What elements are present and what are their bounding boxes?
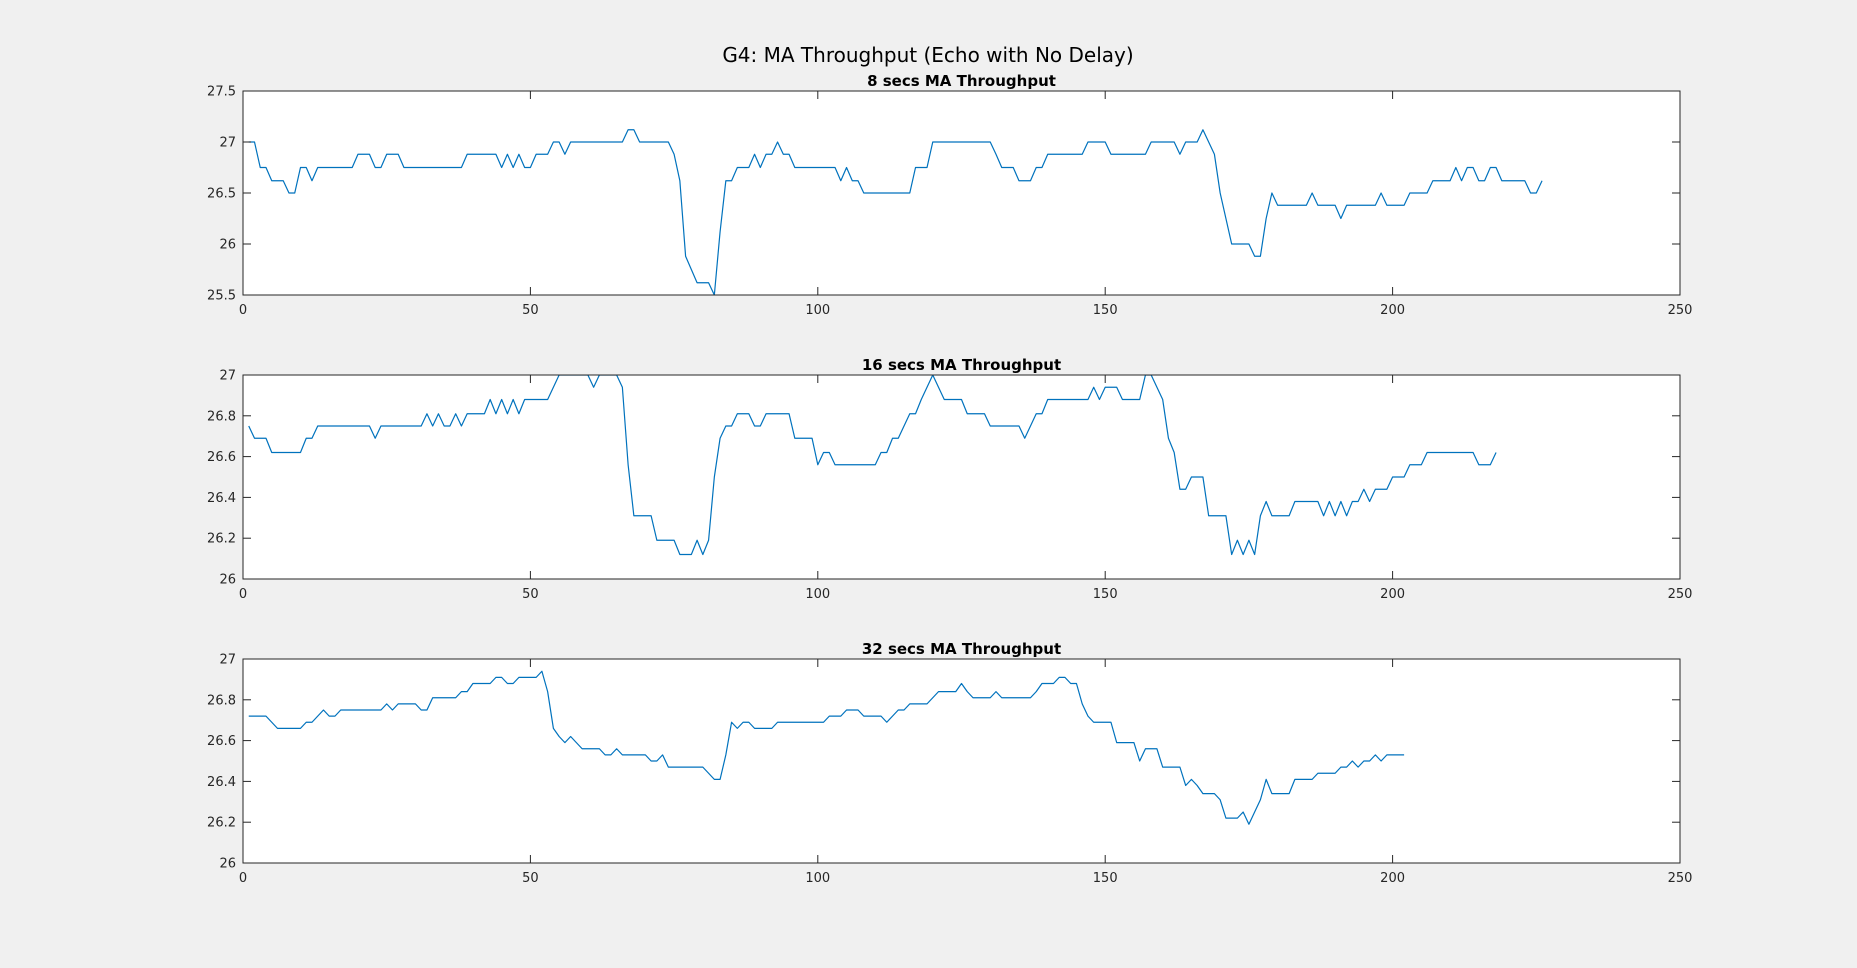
axes-box [242, 658, 1681, 864]
x-tick-label: 100 [805, 587, 830, 602]
x-tick-label: 200 [1380, 587, 1405, 602]
x-tick-label: 50 [522, 303, 539, 318]
y-tick-label: 27 [219, 369, 236, 384]
y-tick-label: 26.6 [207, 734, 236, 749]
y-tick-label: 26.8 [207, 409, 236, 424]
x-tick-label: 150 [1093, 587, 1118, 602]
subplot-8-secs: 0 50 100 150 200 250 25.5 26 26.5 27 27.5 8 secs MA… [207, 72, 1692, 318]
plot-area [243, 375, 1680, 579]
x-tick-label: 100 [805, 303, 830, 318]
series-line [248, 375, 1497, 556]
x-tick-label: 200 [1380, 303, 1405, 318]
series-line [248, 670, 1405, 825]
subplot-32-secs: 0 50 100 150 200 250 26 26.2 26.4 26.6 26.8 27 32 se… [207, 640, 1692, 886]
plot-area [243, 91, 1680, 295]
y-tick-label: 26.4 [207, 775, 236, 790]
x-tick-label: 50 [522, 871, 539, 886]
plot-area [243, 659, 1680, 863]
y-tick-label: 26.8 [207, 693, 236, 708]
y-tick-label: 26.5 [207, 187, 236, 202]
y-tick-label: 26.2 [207, 816, 236, 831]
y-tick-label: 26.6 [207, 450, 236, 465]
x-tick-label: 0 [239, 871, 247, 886]
x-tick-label: 100 [805, 871, 830, 886]
subplot-title: 32 secs MA Throughput [862, 640, 1061, 658]
y-tick-label: 26.2 [207, 532, 236, 547]
x-tick-label: 150 [1093, 303, 1118, 318]
y-tick-label: 25.5 [207, 289, 236, 304]
subplot-title: 16 secs MA Throughput [862, 356, 1061, 374]
y-tick-label: 27 [219, 653, 236, 668]
axes-box [242, 374, 1681, 580]
y-tick-label: 27 [219, 136, 236, 151]
x-tick-label: 0 [239, 587, 247, 602]
x-tick-label: 250 [1668, 871, 1693, 886]
y-tick-label: 26.4 [207, 491, 236, 506]
x-tick-label: 250 [1668, 303, 1693, 318]
figure-title: G4: MA Throughput (Echo with No Delay) [722, 43, 1133, 67]
x-tick-label: 150 [1093, 871, 1118, 886]
subplot-16-secs: 0 50 100 150 200 250 26 26.2 26.4 26.6 26.8 27 16 se… [207, 356, 1692, 602]
x-tick-label: 250 [1668, 587, 1693, 602]
y-tick-label: 27.5 [207, 85, 236, 100]
y-tick-label: 26 [219, 857, 236, 872]
x-tick-label: 200 [1380, 871, 1405, 886]
subplot-title: 8 secs MA Throughput [867, 72, 1056, 90]
y-tick-label: 26 [219, 573, 236, 588]
x-tick-label: 50 [522, 587, 539, 602]
series-line [248, 129, 1543, 295]
x-tick-label: 0 [239, 303, 247, 318]
y-tick-label: 26 [219, 238, 236, 253]
